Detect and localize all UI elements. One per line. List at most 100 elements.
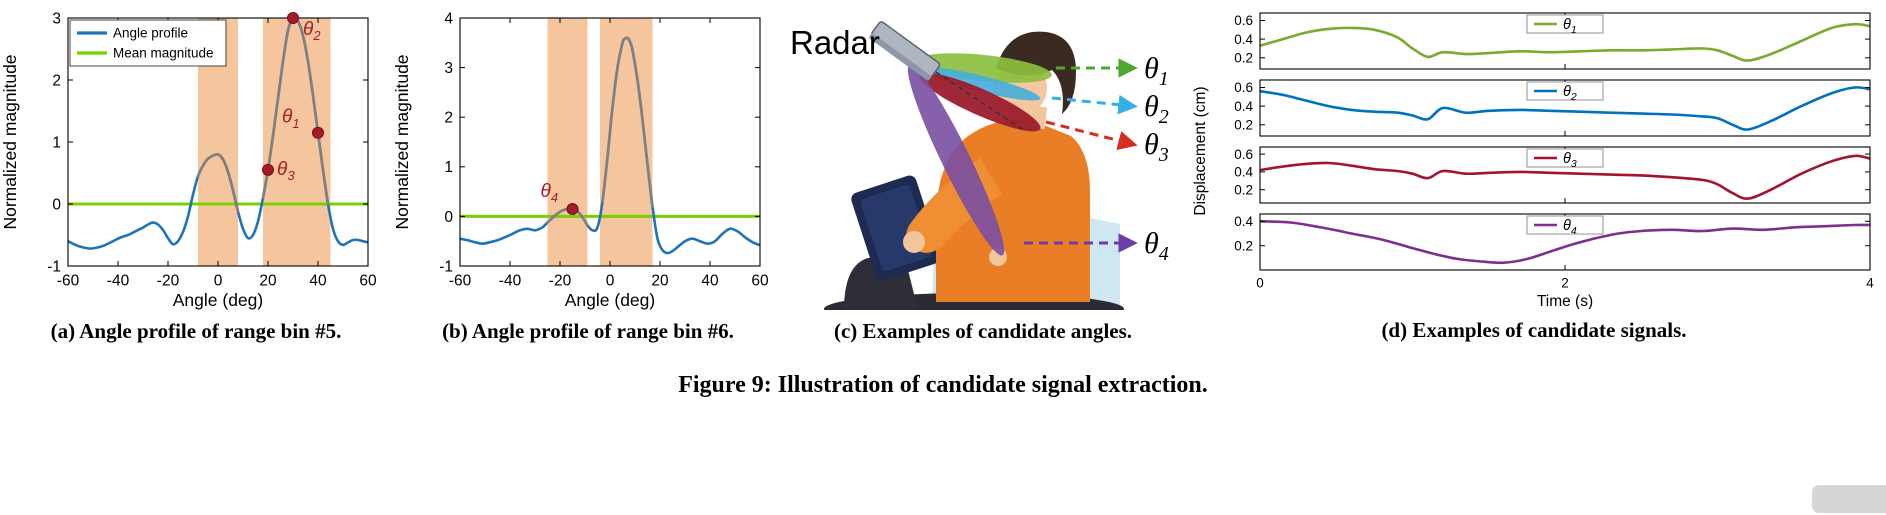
- y-tick-label: 0.6: [1234, 13, 1253, 28]
- subcaption-c: (c) Examples of candidate angles.: [833, 319, 1133, 343]
- legend-box: [1526, 215, 1604, 235]
- arrow-theta2: [1051, 94, 1138, 115]
- label-theta3: θ3: [1144, 128, 1169, 166]
- theta2-signal-line: [1260, 86, 1870, 131]
- candidate-marker: [287, 12, 299, 24]
- corner-artifact: [1812, 485, 1886, 513]
- legend-box: [69, 19, 227, 67]
- subfigure-row: -60 -40 -20 0 20 40 60 -1 0 1 2 3 Angle (deg) Normali…: [0, 10, 1886, 344]
- candidate-angles-illustration: θ1 θ2 θ3 θ4 Radar: [790, 21, 1169, 310]
- legend-box: [1526, 14, 1604, 34]
- y-tick-label: 0.4: [1234, 214, 1253, 229]
- theta3-signal-line: [1260, 154, 1870, 200]
- candidate-segment: [601, 36, 654, 208]
- theta-label: θ3: [277, 159, 295, 183]
- x-tick-label: 60: [359, 273, 377, 290]
- x-axis-label: Time (s): [1537, 293, 1593, 309]
- x-tick-label: -20: [549, 273, 572, 290]
- y-tick-label: 0.2: [1234, 51, 1253, 66]
- x-tick-label: -60: [449, 273, 472, 290]
- angle-profile-bin5: -60 -40 -20 0 20 40 60 -1 0 1 2 3 Angle (deg) Normali…: [0, 10, 377, 310]
- panel-b: -60 -40 -20 0 20 40 60 -1 0 1 2 3 4 Angle (deg) Normal…: [392, 10, 784, 344]
- y-tick-label: 0: [444, 209, 453, 226]
- candidate-region: [547, 18, 588, 266]
- chart-angle-profile-bin6: -60 -40 -20 0 20 40 60 -1 0 1 2 3 4 Angle (deg) Normal…: [392, 10, 769, 310]
- y-axis-label: Normalized magnitude: [392, 54, 412, 229]
- y-tick-label: 0.2: [1234, 182, 1253, 197]
- theta-label: θ3: [1563, 151, 1577, 170]
- y-tick-label: 0.2: [1234, 118, 1253, 133]
- x-tick-label: 0: [1256, 276, 1264, 291]
- y-tick-label: 0.4: [1234, 165, 1253, 180]
- x-axis-label: Angle (deg): [565, 290, 655, 310]
- legend-box: [1526, 148, 1604, 168]
- y-tick-label: 0.6: [1234, 80, 1253, 95]
- beam-theta2: [923, 67, 1041, 101]
- theta-label: θ2: [303, 19, 321, 43]
- y-tick-label: 0: [52, 196, 61, 213]
- hand: [903, 231, 925, 253]
- theta4-signal-line: [1260, 220, 1870, 265]
- x-tick-label: 0: [606, 273, 615, 290]
- candidate-marker: [262, 163, 274, 176]
- chart-signal-theta3: 0.2 0.4 0.6 θ3: [1234, 146, 1871, 204]
- beam-theta4: [907, 64, 1005, 256]
- theta-label: θ4: [541, 181, 559, 205]
- y-tick-label: 1: [52, 134, 61, 151]
- candidate-marker: [566, 203, 579, 215]
- label-theta4: θ4: [1144, 227, 1169, 265]
- legend-label: Angle profile: [113, 26, 188, 41]
- chart-signal-theta2: 0.2 0.4 0.6 θ2: [1234, 79, 1871, 137]
- y-tick-label: 3: [52, 10, 61, 27]
- figure-caption: Figure 9: Illustration of candidate sign…: [678, 372, 1208, 398]
- y-tick-label: 4: [444, 10, 453, 27]
- subcaption-b: (b) Angle profile of range bin #6.: [442, 319, 734, 343]
- x-tick-label: 4: [1866, 276, 1874, 291]
- y-tick-label: 2: [444, 110, 453, 127]
- chart-signal-theta4: 0 2 4 0.2 0.4 Time (s) θ4: [1234, 213, 1874, 309]
- signal-theta4: 0 2 4 0.2 0.4 Time (s) θ4: [1234, 213, 1874, 309]
- x-tick-label: -40: [107, 273, 130, 290]
- line-of-sight: [935, 71, 1027, 133]
- panel-a: -60 -40 -20 0 20 40 60 -1 0 1 2 3 Angle (deg) Normali…: [0, 10, 392, 344]
- y-tick-label: 3: [444, 60, 453, 77]
- label-theta1: θ1: [1144, 52, 1169, 90]
- displacement-axis-label: Displacement (cm): [1192, 86, 1209, 216]
- subcaption-d: (d) Examples of candidate signals.: [1381, 318, 1687, 342]
- y-tick-label: -1: [47, 258, 61, 275]
- x-axis-label: Angle (deg): [173, 290, 263, 310]
- theta-label: θ2: [1563, 84, 1577, 103]
- panel-c: θ1 θ2 θ3 θ4 Radar (c) Examples of candid…: [784, 10, 1182, 344]
- y-tick-label: 0.6: [1234, 147, 1253, 162]
- y-axis-label: Normalized magnitude: [0, 54, 20, 229]
- theta-label: θ1: [282, 107, 300, 131]
- panel-d: Displacement (cm) 0.2 0.4 0.6 θ1 0.2 0.4 0.6 θ…: [1182, 10, 1886, 343]
- y-tick-label: 1: [444, 159, 453, 176]
- label-theta2: θ2: [1144, 90, 1169, 128]
- x-tick-label: 20: [259, 273, 277, 290]
- radar-label: Radar: [790, 24, 880, 61]
- candidate-segment: [196, 152, 240, 213]
- signal-theta1: 0.2 0.4 0.6 θ1: [1234, 12, 1871, 70]
- x-tick-label: 60: [751, 273, 769, 290]
- y-tick-label: 0.4: [1234, 32, 1253, 47]
- x-tick-label: -20: [157, 273, 180, 290]
- y-tick-label: 2: [52, 72, 61, 89]
- x-tick-label: 40: [701, 273, 719, 290]
- legend-box: [1526, 81, 1604, 101]
- angle-profile-bin6: -60 -40 -20 0 20 40 60 -1 0 1 2 3 4 Angle (deg) Normal…: [392, 10, 769, 310]
- legend-label: Mean magnitude: [113, 46, 214, 61]
- candidate-marker: [312, 126, 324, 139]
- theta-label: θ1: [1563, 17, 1577, 36]
- signal-theta2: 0.2 0.4 0.6 θ2: [1234, 79, 1871, 137]
- y-tick-label: -1: [439, 258, 453, 275]
- y-tick-label: 0.4: [1234, 99, 1253, 114]
- subcaption-a: (a) Angle profile of range bin #5.: [50, 319, 342, 343]
- x-tick-label: 40: [309, 273, 327, 290]
- signal-stack: Displacement (cm) 0.2 0.4 0.6 θ1 0.2 0.4 0.6 θ…: [1182, 10, 1886, 309]
- theta1-signal-line: [1260, 22, 1870, 62]
- x-tick-label: -40: [499, 273, 522, 290]
- chart-signal-theta1: 0.2 0.4 0.6 θ1: [1234, 12, 1871, 70]
- signal-theta3: 0.2 0.4 0.6 θ3: [1234, 146, 1871, 204]
